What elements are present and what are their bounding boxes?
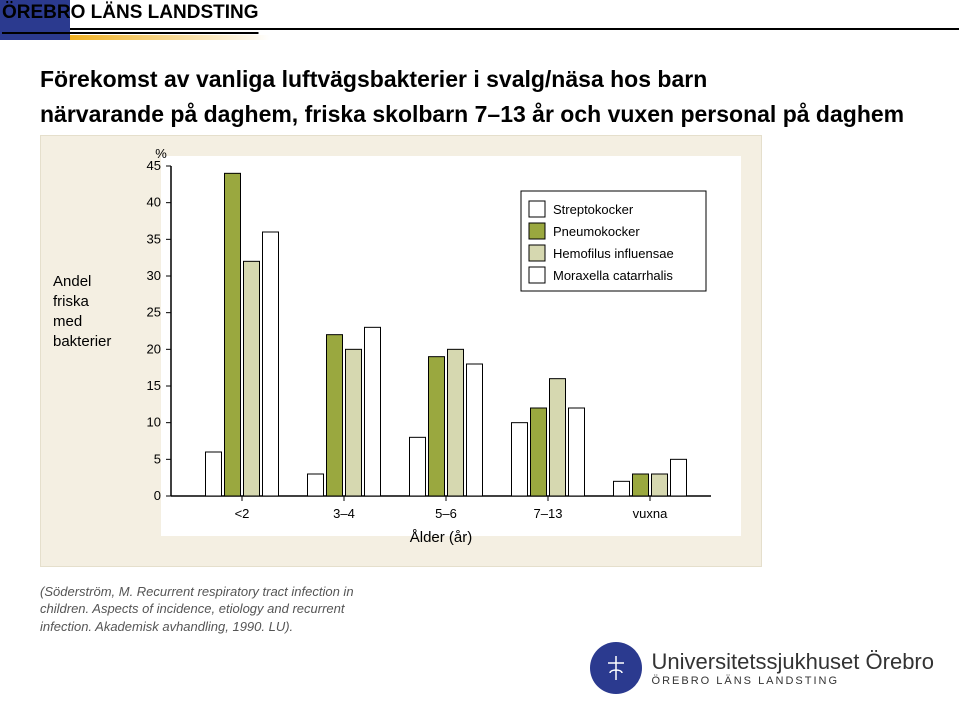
svg-text:0: 0 [154,488,161,503]
svg-text:med: med [53,313,82,330]
svg-text:Streptokocker: Streptokocker [553,202,634,217]
svg-text:<2: <2 [235,506,250,521]
svg-text:20: 20 [147,341,161,356]
svg-text:7–13: 7–13 [534,506,563,521]
bar-chart: 051015202530354045%Andelfriskamedbakteri… [41,136,761,566]
chart-figure: 051015202530354045%Andelfriskamedbakteri… [40,135,762,567]
footer-logo: Universitetssjukhuset Örebro ÖREBRO LÄNS… [590,642,934,694]
title-line-2: närvarande på daghem, friska skolbarn 7–… [40,100,919,129]
title-line-1: Förekomst av vanliga luftvägsbakterier i… [40,65,919,94]
svg-text:Hemofilus influensae: Hemofilus influensae [553,246,674,261]
logo-text-block: Universitetssjukhuset Örebro ÖREBRO LÄNS… [652,649,934,687]
svg-text:Andel: Andel [53,273,91,290]
svg-text:35: 35 [147,231,161,246]
svg-text:5–6: 5–6 [435,506,457,521]
svg-text:Ålder (år): Ålder (år) [410,529,473,546]
svg-text:%: % [155,146,167,161]
content: Förekomst av vanliga luftvägsbakterier i… [0,40,959,635]
header-underline [0,28,959,30]
svg-text:25: 25 [147,304,161,319]
svg-text:40: 40 [147,194,161,209]
svg-text:30: 30 [147,268,161,283]
footer-sub: ÖREBRO LÄNS LANDSTING [652,675,934,687]
svg-text:vuxna: vuxna [633,506,668,521]
org-title: ÖREBRO LÄNS LANDSTING [2,2,259,24]
svg-text:friska: friska [53,293,89,310]
svg-text:Moraxella catarrhalis: Moraxella catarrhalis [553,268,673,283]
header-strip: ÖREBRO LÄNS LANDSTING [0,0,959,40]
footer-name: Universitetssjukhuset Örebro [652,649,934,675]
svg-text:10: 10 [147,414,161,429]
svg-text:5: 5 [154,451,161,466]
svg-text:15: 15 [147,378,161,393]
citation-text: (Söderström, M. Recurrent respiratory tr… [40,583,400,636]
logo-icon [590,642,642,694]
svg-text:3–4: 3–4 [333,506,355,521]
svg-text:bakterier: bakterier [53,333,111,350]
svg-text:Pneumokocker: Pneumokocker [553,224,640,239]
